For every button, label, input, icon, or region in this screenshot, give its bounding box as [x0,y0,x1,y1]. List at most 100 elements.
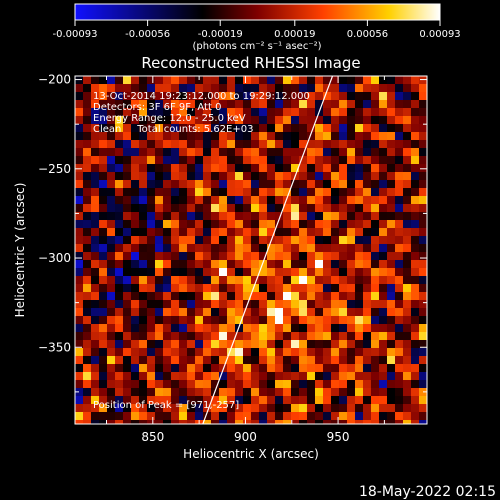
heatmap-cell [163,332,172,341]
heatmap-cell [419,148,427,157]
heatmap-cell [307,108,316,117]
heatmap-cell [275,332,284,341]
heatmap-cell [251,204,260,213]
heatmap-cell [379,316,388,325]
heatmap-cell [387,396,396,405]
heatmap-cell [307,396,316,405]
heatmap-cell [251,172,260,181]
heatmap-cell [91,236,100,245]
heatmap-cell [355,196,364,205]
heatmap-cell [355,324,364,333]
heatmap-cell [163,220,172,229]
heatmap-cell [355,76,364,85]
colorbar-ticks: -0.00093 -0.00056 -0.00019 0.00019 0.00056 0.… [53,20,461,40]
heatmap-cell [339,164,348,173]
heatmap-cell [395,412,404,421]
heatmap-cell [195,148,204,157]
heatmap-cell [227,340,236,349]
heatmap-cell [187,364,196,373]
heatmap-cell [331,148,340,157]
heatmap-cell [107,132,116,141]
heatmap-cell [115,260,124,269]
heatmap-cell [219,228,228,237]
heatmap-cell [299,276,308,285]
heatmap-cell [331,276,340,285]
heatmap-cell [219,316,228,325]
heatmap-cell [291,340,300,349]
heatmap-cell [275,148,284,157]
heatmap-cell [339,220,348,229]
heatmap-cell [379,180,388,189]
heatmap-cell [179,244,188,253]
heatmap-cell [203,116,212,125]
heatmap-cell [123,396,132,405]
heatmap-cell [75,260,84,269]
heatmap-cell [363,84,372,93]
heatmap-cell [419,220,427,229]
heatmap-cell [299,404,308,413]
heatmap-cell [115,276,124,285]
heatmap-cell [299,124,308,133]
heatmap-cell [139,180,148,189]
heatmap-cell [323,260,332,269]
heatmap-cell [347,196,356,205]
heatmap-cell [203,316,212,325]
heatmap-cell [155,276,164,285]
heatmap-cell [355,260,364,269]
heatmap-cell [307,92,316,101]
heatmap-cell [363,100,372,109]
heatmap-cell [363,412,372,421]
heatmap-cell [195,372,204,381]
heatmap-cell [243,284,252,293]
heatmap-cell [123,292,132,301]
heatmap-cell [387,356,396,365]
heatmap-cell [227,300,236,309]
heatmap-cell [259,164,268,173]
heatmap-cell [155,348,164,357]
heatmap-cell [339,348,348,357]
heatmap-cell [203,108,212,117]
heatmap-cell [331,228,340,237]
heatmap-cell [307,236,316,245]
heatmap-cell [203,380,212,389]
heatmap-cell [267,188,276,197]
heatmap-cell [115,156,124,165]
heatmap-cell [283,364,292,373]
heatmap-cell [299,84,308,93]
heatmap-cell [339,172,348,181]
heatmap-cell [211,356,220,365]
heatmap-cell [99,356,108,365]
heatmap-cell [187,396,196,405]
heatmap-cell [187,132,196,141]
heatmap-cell [219,100,228,109]
heatmap-cell [187,172,196,181]
heatmap-cell [131,204,140,213]
heatmap-cell [283,260,292,269]
heatmap-cell [403,396,412,405]
heatmap-cell [139,324,148,333]
heatmap-cell [347,172,356,181]
heatmap-cell [371,76,380,85]
heatmap-cell [307,388,316,397]
heatmap-cell [219,380,228,389]
heatmap-cell [227,76,236,85]
heatmap-cell [219,332,228,341]
heatmap-cell [259,156,268,165]
heatmap-cell [195,412,204,421]
heatmap-cell [387,300,396,309]
heatmap-cell [211,76,220,85]
heatmap-cell [99,372,108,381]
heatmap-cell [83,84,92,93]
heatmap-cell [411,220,420,229]
heatmap-cell [195,276,204,285]
heatmap-cell [315,204,324,213]
heatmap-cell [179,276,188,285]
heatmap-cell [147,284,156,293]
heatmap-cell [163,92,172,101]
heatmap-cell [307,356,316,365]
heatmap-cell [419,132,427,141]
heatmap-cell [123,196,132,205]
heatmap-cell [411,108,420,117]
heatmap-cell [387,164,396,173]
heatmap-cell [331,196,340,205]
